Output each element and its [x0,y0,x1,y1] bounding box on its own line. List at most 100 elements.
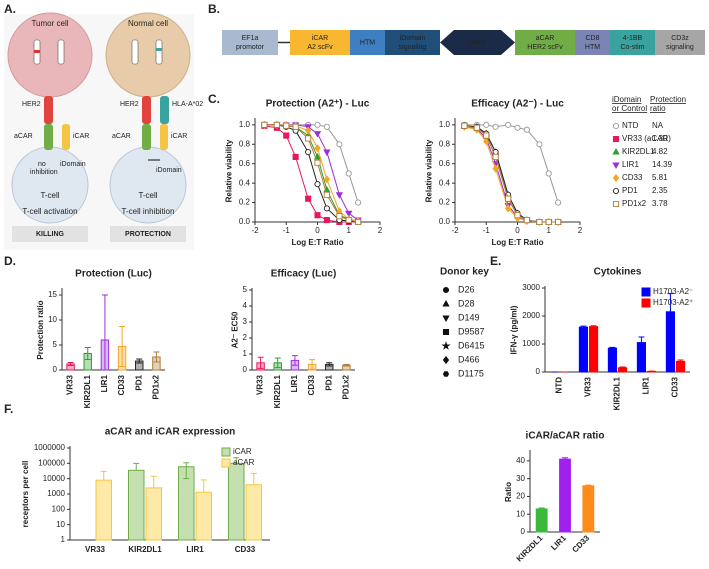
construct-segment [575,30,610,55]
point [483,121,490,128]
point [514,124,521,131]
panel-label: A. [4,2,16,16]
legend-label: PD1 [622,186,638,195]
bar [145,487,162,541]
point [523,217,530,224]
table-value: 3.78 [652,199,668,208]
chart-title: Efficacy (Luc) [271,269,337,280]
label: HLA-A*02 [172,101,203,108]
legend-label: D28 [458,298,475,308]
point [355,218,362,226]
y-tick-label: 0.8 [239,139,251,148]
y-tick-label: 1000000 [34,443,66,452]
table-value: NA [652,121,664,130]
legend-label: D9587 [458,326,485,336]
line [264,124,359,221]
x-tick-label: VR33 [85,545,106,554]
point [505,121,512,128]
legend-marker [612,123,620,129]
y-axis-label: Protection ratio [36,300,45,359]
legend-marker [612,200,620,208]
legend-marker [612,188,620,194]
legend-label: NTD [622,121,639,130]
line [464,125,559,223]
construct-label: signaling [666,44,694,51]
label: HER2 [22,101,41,108]
construct-label: HTM [360,39,375,46]
line [464,125,559,223]
error-bar [150,475,157,488]
label: Normal cell [128,19,168,28]
point [483,132,490,139]
error-bar [101,294,108,371]
y-tick-label: 4 [243,301,248,310]
line [464,124,559,203]
error-bar [585,484,592,487]
construct-label: Co-stim [620,44,644,51]
label: iDomain [156,167,182,174]
x-tick-label: LIR1 [100,374,109,392]
legend-marker [612,173,620,183]
legend-marker [442,315,450,323]
legend-label: KIR2DL1 [622,147,655,156]
line [464,126,559,223]
construct-segment [610,30,655,55]
error-bar [136,358,143,364]
y-tick-label: 0.6 [239,159,251,168]
table-value: 5.81 [652,173,668,182]
point [555,218,562,226]
line [264,124,359,222]
panel-label: D. [4,254,16,268]
point [323,205,330,212]
y-tick-label: 0 [53,365,58,374]
error-bar [84,347,91,360]
y-axis-label: IFN-γ (pg/ml) [510,305,519,354]
point [555,199,562,206]
construct-segment [440,30,515,55]
error-bar [619,366,626,370]
point [314,212,321,219]
x-tick-label: KIR2DL1 [515,533,545,563]
legend-label: D466 [458,354,480,364]
label: iCAR [73,133,89,140]
legend-marker [442,328,450,336]
y-tick-label: 10 [56,520,65,529]
chromosome [131,39,139,65]
error-bar [153,351,160,363]
construct-segment [515,30,575,55]
error-bar [667,293,674,331]
x-tick-label: PD1x2 [342,374,351,399]
construct-label: signaling [399,44,427,51]
point [523,126,530,133]
label: HER2 [120,101,139,108]
error-bar [291,355,298,366]
point [314,159,321,166]
x-tick-label: PD1 [324,374,333,390]
line [464,125,559,223]
acar-receptor [44,124,53,150]
point [336,141,343,148]
table-value: 14.39 [652,160,673,169]
y-tick-label: 5 [53,340,58,349]
x-tick-label: PD1 [134,374,143,390]
y-tick-label: 3 [243,317,248,326]
y-tick-label: 1.0 [439,120,451,129]
x-tick-label: KIR2DL1 [83,374,92,408]
error-bar [133,462,140,471]
line [264,124,359,222]
y-tick-label: 0 [521,527,526,536]
point [273,121,280,128]
chromosome [57,39,65,65]
construct-label: aCAR [536,35,555,42]
y-tick-label: 3000 [522,283,540,292]
error-bar [119,326,126,367]
point [504,204,512,213]
y-tick-label: 30 [516,474,525,483]
y-tick-label: 0.4 [239,178,251,187]
bar [245,484,262,541]
y-tick-label: 0 [243,365,248,374]
point [355,199,362,206]
x-tick-label: 1 [347,226,352,235]
legend-label: PD1x2 [622,199,647,208]
